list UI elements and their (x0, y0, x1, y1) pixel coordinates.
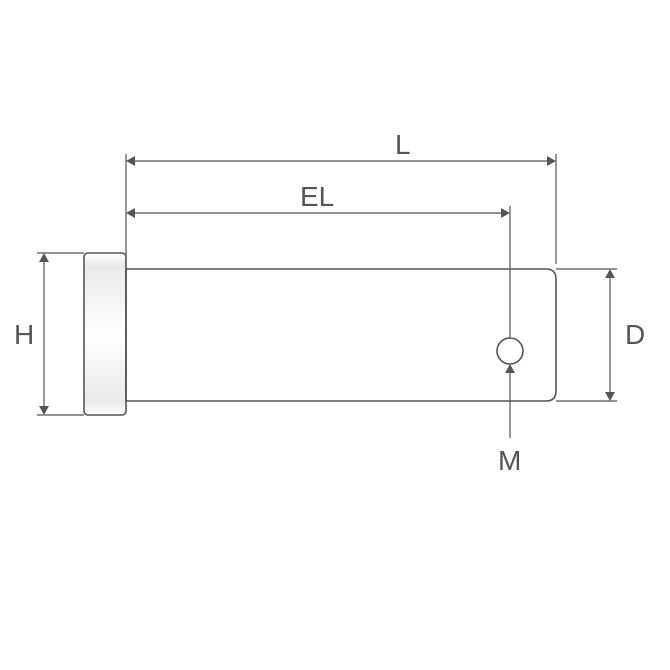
dim-label-H: H (14, 319, 34, 350)
cotter-hole (497, 338, 523, 364)
dim-label-EL: EL (300, 181, 334, 212)
dim-label-D: D (625, 319, 645, 350)
pin-shaft (126, 269, 556, 401)
pin-head (84, 253, 126, 415)
dim-label-M: M (498, 445, 521, 476)
part-group (84, 253, 556, 415)
dim-label-L: L (395, 129, 411, 160)
clevis-pin-diagram: L EL H D M (0, 0, 670, 670)
